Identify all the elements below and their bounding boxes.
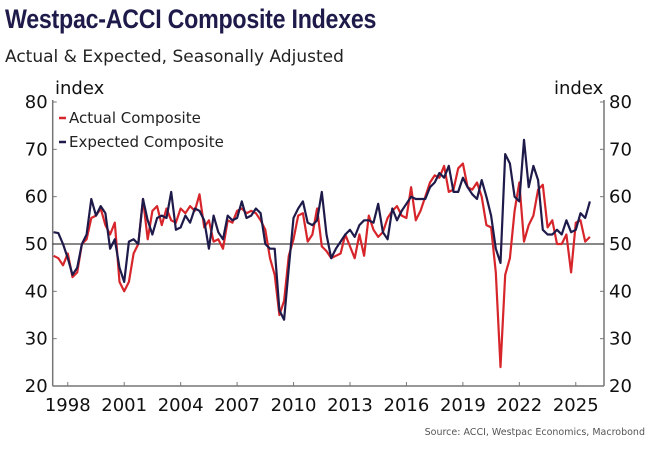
y-tick-label-right: 40 (609, 281, 632, 302)
legend-label-expected: Expected Composite (69, 133, 224, 151)
y-tick-label-right: 30 (609, 329, 632, 350)
x-tick-label: 2022 (496, 395, 542, 416)
y-tick-label-right: 80 (609, 92, 632, 113)
y-tick-label-right: 70 (609, 139, 632, 160)
y-tick-label-right: 50 (609, 234, 632, 255)
y-axis-label-right: index (554, 78, 604, 99)
y-tick-label-left: 40 (25, 281, 48, 302)
x-tick-label: 2010 (271, 395, 317, 416)
y-axis-label-left: index (55, 78, 105, 99)
legend: Actual Composite Expected Composite (59, 109, 224, 151)
x-tick-label: 2019 (440, 395, 486, 416)
x-tick-label: 2001 (101, 395, 147, 416)
x-tick-label: 2004 (158, 395, 204, 416)
y-tick-label-left: 70 (25, 139, 48, 160)
y-tick-label-left: 30 (25, 329, 48, 350)
source-note: Source: ACCI, Westpac Economics, Macrobo… (425, 427, 645, 438)
y-tick-label-right: 60 (609, 187, 632, 208)
x-tick-label: 2025 (553, 395, 599, 416)
y-tick-label-right: 20 (609, 376, 632, 397)
chart-title: Westpac-ACCI Composite Indexes (5, 4, 377, 34)
y-tick-label-left: 50 (25, 234, 48, 255)
x-tick-label: 2016 (384, 395, 430, 416)
x-tick-label: 2007 (214, 395, 260, 416)
legend-label-actual: Actual Composite (69, 109, 201, 127)
y-tick-label-left: 20 (25, 376, 48, 397)
x-tick-label: 2013 (327, 395, 373, 416)
chart-subtitle: Actual & Expected, Seasonally Adjusted (5, 47, 344, 67)
y-tick-label-left: 80 (25, 92, 48, 113)
series-line-expected-composite (53, 138, 591, 321)
y-tick-label-left: 60 (25, 187, 48, 208)
x-tick-label: 1998 (45, 395, 91, 416)
